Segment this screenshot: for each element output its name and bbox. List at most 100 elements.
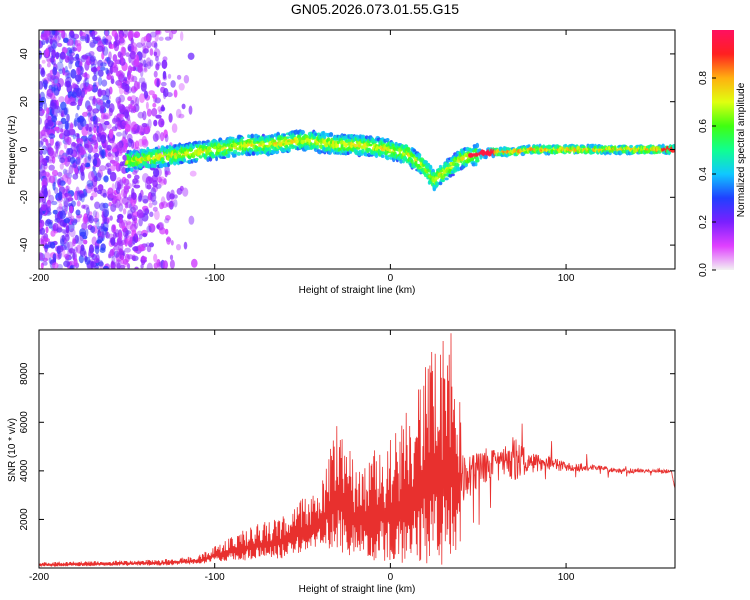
heatmap-cell bbox=[145, 242, 151, 247]
heatmap-cell bbox=[39, 68, 45, 76]
heatmap-cell bbox=[101, 79, 108, 87]
heatmap-cell bbox=[49, 102, 57, 110]
heatmap-cell bbox=[42, 80, 49, 89]
heatmap-cell bbox=[111, 142, 117, 149]
heatmap-cell bbox=[183, 74, 190, 84]
heatmap-cell bbox=[86, 123, 94, 132]
heatmap-cell bbox=[464, 162, 468, 168]
heatmap-cell bbox=[68, 31, 75, 40]
heatmap-cell bbox=[183, 241, 188, 250]
heatmap-cell bbox=[112, 161, 120, 167]
heatmap-cell bbox=[111, 148, 118, 153]
heatmap-cell bbox=[140, 82, 147, 92]
heatmap-cell bbox=[81, 72, 88, 78]
heatmap-cell bbox=[39, 238, 44, 245]
heatmap-cell bbox=[114, 39, 121, 46]
heatmap-cell bbox=[317, 149, 322, 155]
heatmap-cell bbox=[79, 247, 86, 257]
heatmap-cell bbox=[53, 126, 60, 131]
heatmap-cell bbox=[118, 86, 124, 95]
snr-panel: -200 -100 0 100 2000 4000 6000 8000 Height of … bbox=[7, 329, 676, 595]
heatmap-cell bbox=[109, 215, 113, 221]
heatmap-cell bbox=[114, 123, 119, 130]
heatmap-cell bbox=[51, 200, 58, 206]
x-tick-label: 100 bbox=[558, 273, 575, 284]
heatmap-cell bbox=[42, 176, 48, 187]
heatmap-cell bbox=[92, 74, 98, 82]
heatmap-cell bbox=[329, 132, 333, 137]
heatmap-cell bbox=[82, 235, 88, 240]
heatmap-cell bbox=[132, 170, 138, 175]
heatmap-cell bbox=[131, 216, 136, 221]
heatmap-cell bbox=[43, 251, 51, 261]
heatmap-cell bbox=[170, 189, 175, 199]
heatmap-cell bbox=[142, 110, 147, 121]
heatmap-cell bbox=[176, 244, 181, 251]
heatmap-cell bbox=[343, 147, 346, 152]
heatmap-cell bbox=[629, 144, 633, 149]
heatmap-cell bbox=[187, 52, 195, 60]
heatmap-cell bbox=[62, 47, 68, 54]
heatmap-cell bbox=[168, 113, 173, 123]
heatmap-cell bbox=[99, 231, 105, 239]
heatmap-cell bbox=[138, 217, 143, 227]
heatmap-cell bbox=[158, 36, 164, 41]
heatmap-cell bbox=[166, 236, 171, 245]
heatmap-cell bbox=[83, 157, 87, 166]
heatmap-cell bbox=[67, 177, 72, 185]
heatmap-cell bbox=[139, 93, 145, 104]
heatmap-cell bbox=[140, 264, 144, 269]
heatmap-cell bbox=[64, 253, 70, 259]
heatmap-cell bbox=[136, 42, 143, 48]
heatmap-cell bbox=[137, 153, 141, 159]
heatmap-cell bbox=[117, 248, 124, 256]
colorbar-tick-label: 0.4 bbox=[698, 167, 709, 181]
heatmap-cell bbox=[51, 115, 58, 123]
heatmap-cell bbox=[89, 215, 93, 222]
heatmap-cell bbox=[136, 230, 143, 236]
heatmap-cell bbox=[105, 99, 111, 109]
heatmap-cell bbox=[75, 209, 81, 216]
heatmap-cell bbox=[95, 172, 102, 182]
heatmap-cell bbox=[180, 31, 184, 42]
heatmap-cell bbox=[89, 32, 94, 38]
colorbar-gradient bbox=[712, 30, 734, 270]
x-tick-label: -100 bbox=[205, 572, 225, 583]
heatmap-cell bbox=[39, 117, 42, 125]
heatmap-cell bbox=[143, 45, 150, 51]
heatmap-cell bbox=[123, 188, 130, 193]
heatmap-cell bbox=[148, 202, 153, 208]
heatmap-cell bbox=[88, 58, 93, 64]
heatmap-cell bbox=[547, 144, 553, 150]
heatmap-cell bbox=[108, 103, 115, 113]
heatmap-cell bbox=[118, 94, 125, 103]
heatmap-cell bbox=[302, 139, 306, 143]
heatmap-cell bbox=[69, 122, 74, 131]
heatmap-cell bbox=[143, 35, 149, 42]
heatmap-cell bbox=[671, 144, 675, 150]
heatmap-cell bbox=[232, 149, 238, 154]
heatmap-cell bbox=[153, 253, 158, 263]
heatmap-cell bbox=[160, 81, 167, 87]
heatmap-cell bbox=[153, 70, 158, 78]
heatmap-cell bbox=[55, 120, 63, 126]
heatmap-cell bbox=[149, 31, 157, 38]
heatmap-cell bbox=[52, 66, 57, 76]
heatmap-cell bbox=[110, 75, 114, 81]
heatmap-cell bbox=[353, 143, 358, 148]
heatmap-cell bbox=[99, 247, 106, 253]
heatmap-cell bbox=[85, 183, 93, 194]
heatmap-cell bbox=[106, 75, 113, 80]
heatmap-cell bbox=[94, 265, 99, 269]
heatmap-cell bbox=[76, 138, 83, 143]
heatmap-cell bbox=[146, 108, 152, 117]
heatmap-cell bbox=[148, 90, 155, 96]
heatmap-cell bbox=[76, 200, 81, 207]
heatmap-cell bbox=[285, 144, 289, 148]
heatmap-cell bbox=[66, 113, 70, 123]
heatmap-cell bbox=[59, 163, 64, 170]
heatmap-cell bbox=[235, 147, 240, 151]
heatmap-cell bbox=[136, 209, 144, 219]
heatmap-cell bbox=[178, 113, 185, 119]
